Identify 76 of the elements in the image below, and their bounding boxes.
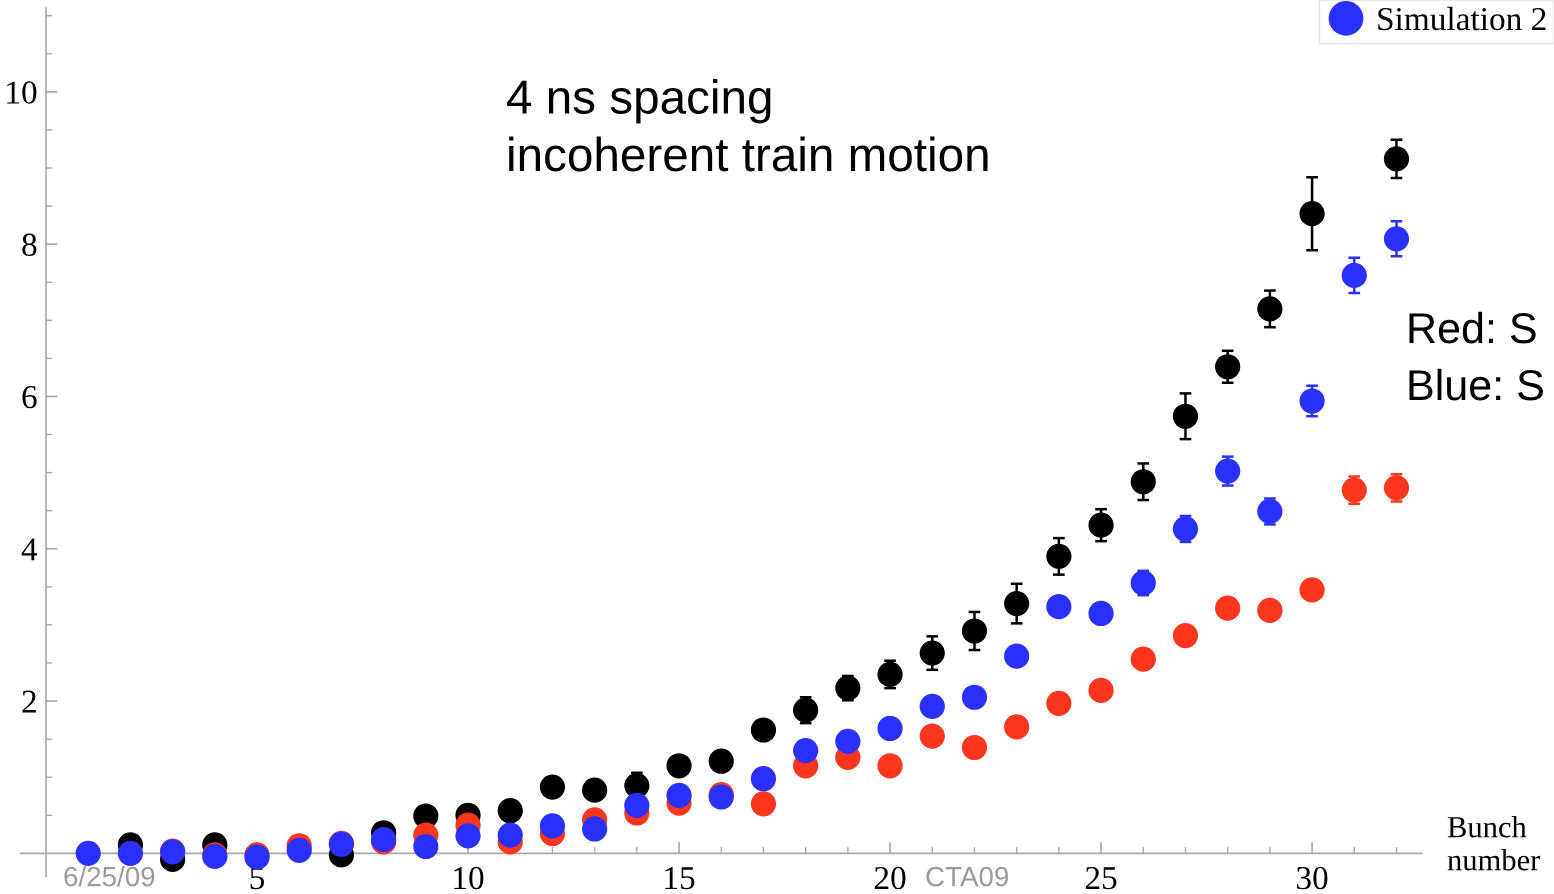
point xyxy=(877,661,903,688)
x-tick-label: 25 xyxy=(1085,866,1117,890)
point xyxy=(1046,594,1072,620)
point xyxy=(1341,477,1367,503)
text: 4 ns spacing incoherent train motion xyxy=(507,79,988,172)
point xyxy=(413,833,439,860)
point xyxy=(666,753,692,779)
point xyxy=(835,675,861,701)
y-tick-label: 8 xyxy=(22,233,37,257)
y-tick-label: 2 xyxy=(22,690,36,713)
point xyxy=(1341,262,1367,288)
point xyxy=(750,791,777,817)
point xyxy=(1046,690,1072,716)
annotation: Blue: S xyxy=(1409,368,1543,401)
point xyxy=(877,715,903,742)
x-tick-label: 20 xyxy=(874,866,906,890)
point xyxy=(793,737,819,764)
point xyxy=(1088,600,1114,627)
point xyxy=(1383,475,1410,501)
point xyxy=(1299,201,1325,227)
point xyxy=(582,777,608,803)
point xyxy=(497,822,523,848)
point xyxy=(1215,595,1241,621)
point xyxy=(1383,226,1410,252)
point xyxy=(1130,570,1156,596)
point xyxy=(1383,146,1410,172)
annotation: 6/25/09 xyxy=(64,866,155,887)
point xyxy=(919,693,945,719)
x-tick-label: 15 xyxy=(665,866,695,890)
point xyxy=(1299,388,1325,414)
point xyxy=(961,684,988,710)
point xyxy=(1215,354,1241,380)
point xyxy=(1215,458,1241,484)
point xyxy=(75,840,101,866)
point xyxy=(1088,677,1114,704)
point xyxy=(1257,498,1283,525)
point xyxy=(1172,403,1199,429)
point xyxy=(1046,543,1072,569)
point xyxy=(1004,590,1030,617)
point xyxy=(624,792,650,818)
point xyxy=(961,618,988,644)
point xyxy=(750,766,777,792)
point xyxy=(919,723,945,749)
point xyxy=(961,734,988,761)
x-tick-label: 30 xyxy=(1297,866,1328,890)
x-axis-title: Bunch number xyxy=(1447,816,1541,871)
point xyxy=(1004,714,1030,740)
point xyxy=(1088,512,1114,538)
point xyxy=(877,753,903,779)
point xyxy=(1172,622,1199,649)
point xyxy=(539,813,566,839)
point xyxy=(539,774,566,800)
point xyxy=(1130,469,1156,495)
point xyxy=(793,697,819,723)
y-tick-label: 6 xyxy=(22,385,37,409)
point xyxy=(117,840,144,866)
point xyxy=(1299,577,1325,603)
point xyxy=(835,728,861,755)
point xyxy=(708,748,734,774)
point xyxy=(455,823,481,849)
annotation: CTA09 xyxy=(926,866,1009,887)
annotation: Red: S xyxy=(1409,311,1536,344)
point xyxy=(750,717,777,743)
point xyxy=(497,798,523,824)
point xyxy=(666,782,692,809)
point xyxy=(1257,597,1283,624)
y-tick-label: 10 xyxy=(7,81,37,104)
legend-label: Simulation 2 xyxy=(1378,6,1546,31)
point xyxy=(1257,296,1283,322)
x-tick-label: 10 xyxy=(454,866,484,890)
point xyxy=(1004,643,1030,669)
point xyxy=(582,816,608,842)
point xyxy=(919,640,945,666)
point xyxy=(1172,516,1199,542)
point xyxy=(1130,646,1156,672)
y-tick-label: 4 xyxy=(21,538,38,561)
